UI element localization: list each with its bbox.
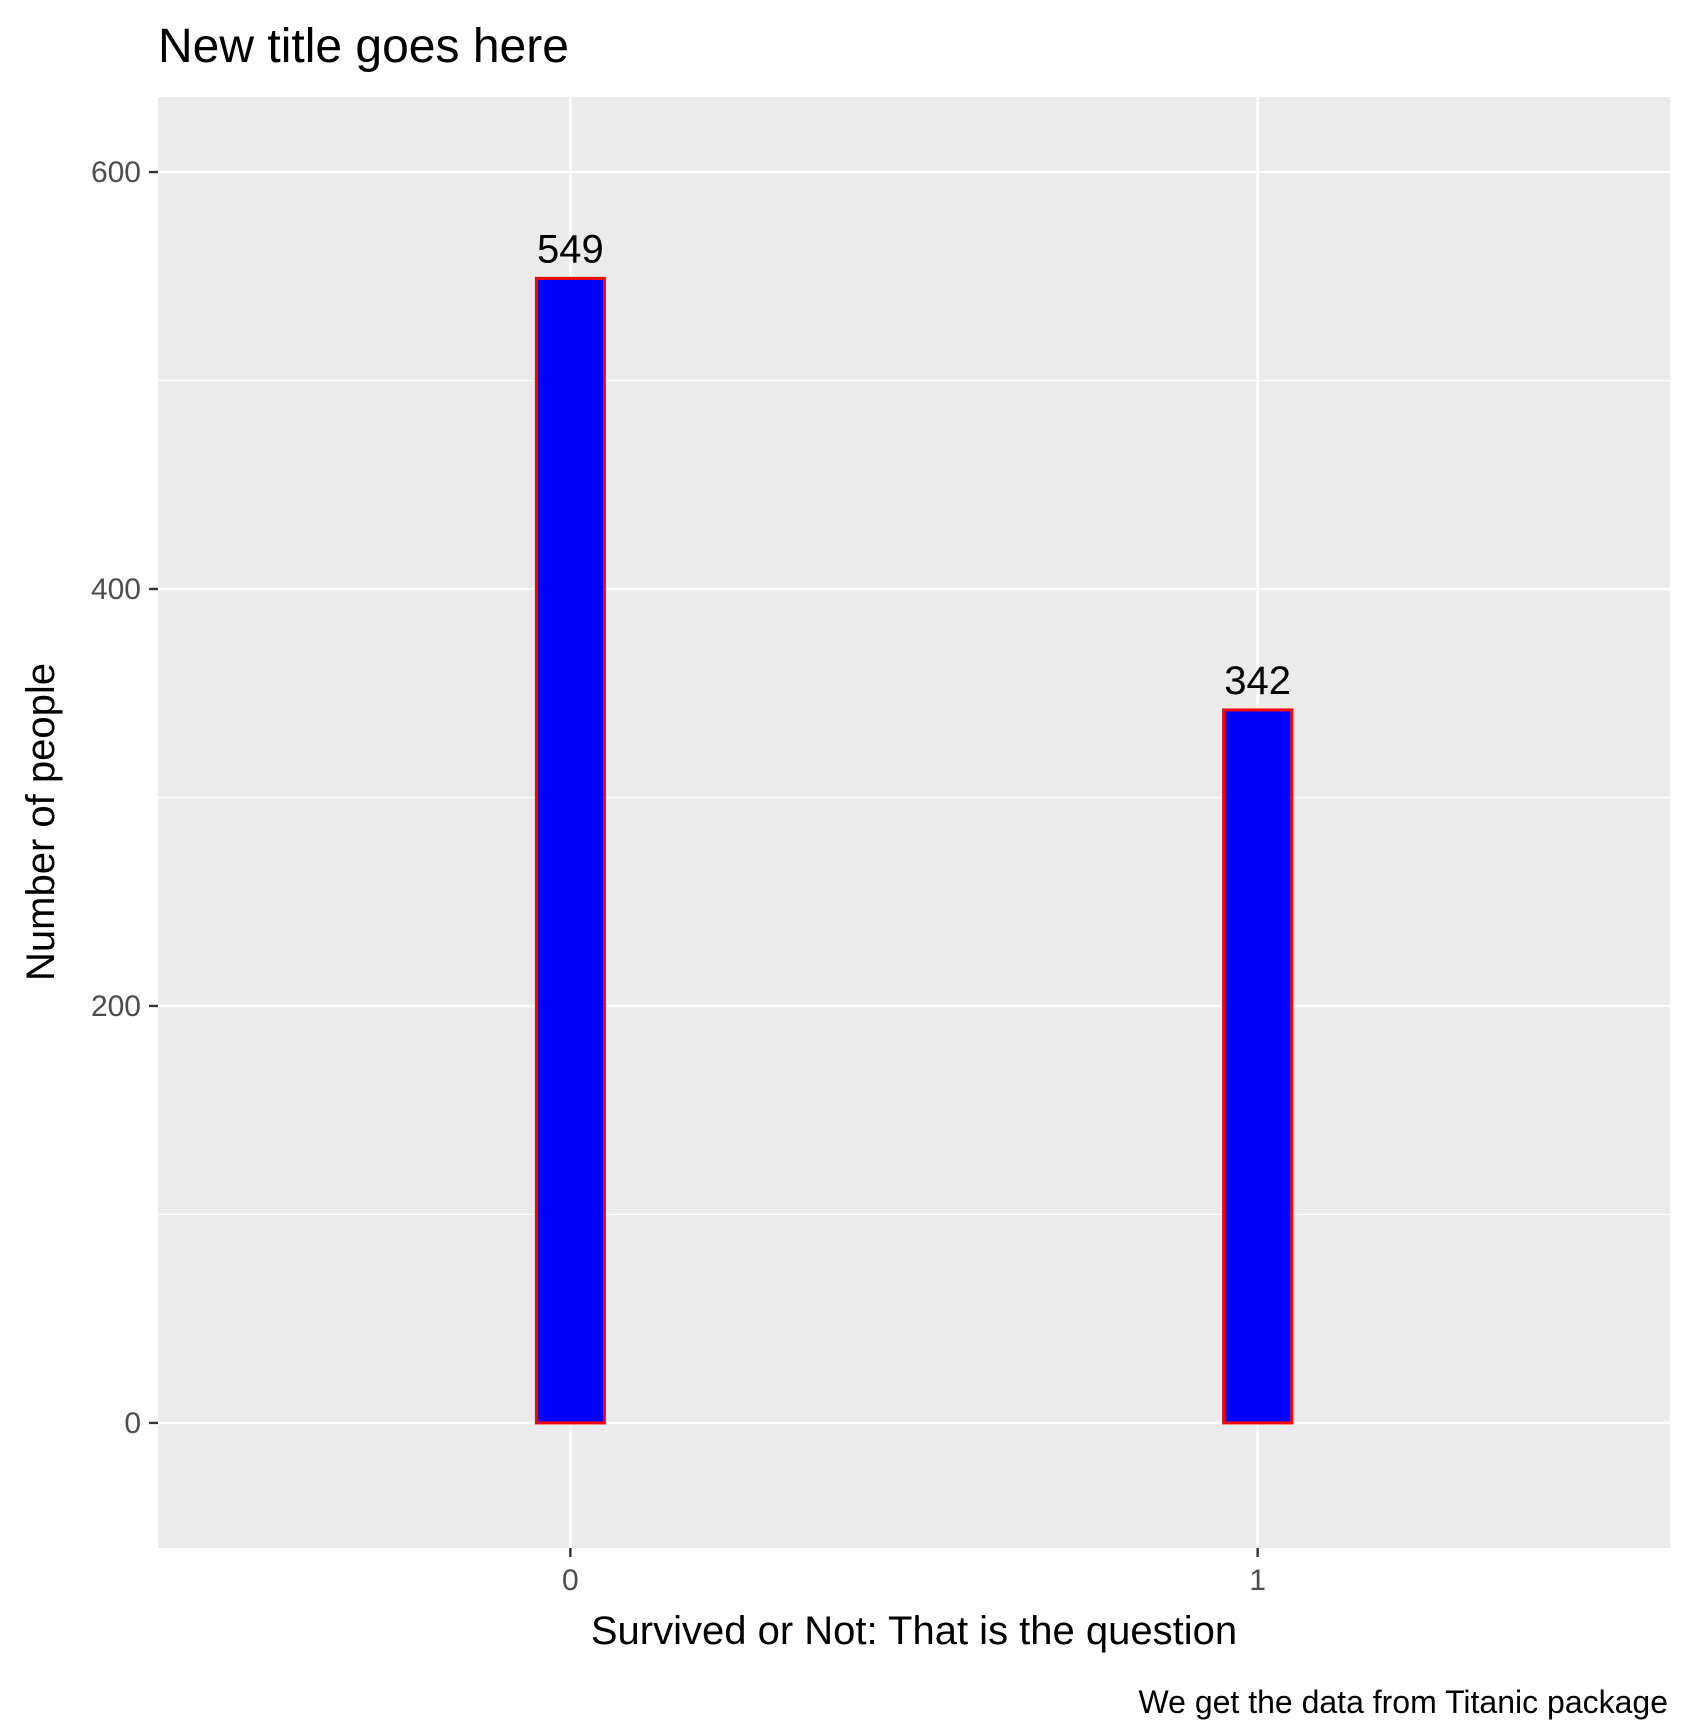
y-axis: 0 200 400 600	[91, 156, 158, 1440]
y-tick-label: 600	[91, 156, 141, 189]
chart-title: New title goes here	[158, 20, 569, 73]
x-tick-label: 1	[1249, 1564, 1266, 1597]
x-axis-title: Survived or Not: That is the question	[591, 1609, 1237, 1653]
data-label-0: 549	[537, 227, 604, 271]
x-tick-label: 0	[562, 1564, 579, 1597]
data-label-1: 342	[1224, 659, 1291, 703]
bar-0	[534, 276, 606, 1425]
minor-gridlines	[158, 379, 1670, 1216]
y-axis-title: Number of people	[19, 663, 63, 981]
data-labels: 549 342	[537, 227, 1291, 703]
bars	[534, 276, 1294, 1425]
bar-1	[1222, 708, 1294, 1425]
y-tick-label: 400	[91, 573, 141, 606]
chart-caption: We get the data from Titanic package	[1139, 1684, 1668, 1720]
y-tick-label: 0	[124, 1407, 141, 1440]
y-tick-label: 200	[91, 990, 141, 1023]
panel-background	[158, 97, 1670, 1548]
